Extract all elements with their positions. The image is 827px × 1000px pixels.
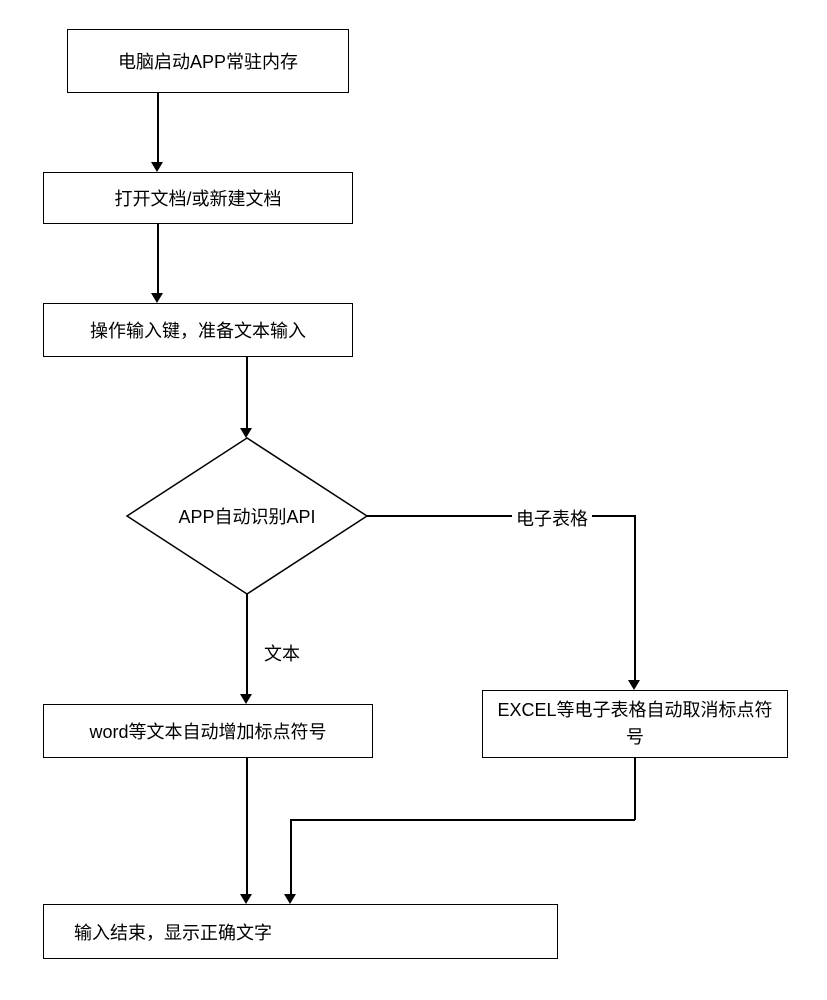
- arrowhead-diamond-box4: [240, 694, 252, 704]
- arrowhead-diamond-box5: [628, 680, 640, 690]
- arrowhead-box5-box6: [284, 894, 296, 904]
- box6-text: 输入结束，显示正确文字: [74, 919, 272, 945]
- arrowhead-box4-box6: [240, 894, 252, 904]
- arrowhead-2-3: [151, 293, 163, 303]
- arrow-diamond-right-v: [634, 515, 636, 680]
- arrow-2-3: [157, 224, 159, 293]
- arrowhead-1-2: [151, 162, 163, 172]
- diamond-svg: [0, 0, 827, 1000]
- diamond-text: APP自动识别API: [178, 503, 315, 529]
- arrow-diamond-right-h: [367, 515, 635, 517]
- flowchart-container: 电脑启动APP常驻内存 打开文档/或新建文档 操作输入键，准备文本输入 APP自…: [0, 0, 827, 1000]
- process-box-word: word等文本自动增加标点符号: [43, 704, 373, 758]
- spreadsheet-branch-label: 电子表格: [512, 505, 592, 531]
- process-box-end: 输入结束，显示正确文字: [43, 904, 558, 959]
- arrow-3-diamond: [246, 357, 248, 428]
- arrow-box5-v2: [290, 819, 292, 894]
- arrowhead-3-diamond: [240, 428, 252, 438]
- box4-text: word等文本自动增加标点符号: [89, 718, 326, 744]
- process-box-excel: EXCEL等电子表格自动取消标点符号: [482, 690, 788, 758]
- text-branch-label: 文本: [264, 640, 300, 666]
- box2-text: 打开文档/或新建文档: [114, 185, 281, 211]
- box3-text: 操作输入键，准备文本输入: [90, 317, 306, 343]
- arrow-box4-box6: [246, 758, 248, 894]
- process-box-start: 电脑启动APP常驻内存: [67, 29, 349, 93]
- arrow-1-2: [157, 93, 159, 162]
- arrow-box5-h: [290, 819, 635, 821]
- process-box-open: 打开文档/或新建文档: [43, 172, 353, 224]
- arrow-diamond-box4: [246, 594, 248, 694]
- box1-text: 电脑启动APP常驻内存: [118, 48, 298, 74]
- diamond-label-container: APP自动识别API: [127, 438, 367, 594]
- arrow-box5-v: [634, 758, 636, 820]
- box5-text: EXCEL等电子表格自动取消标点符号: [491, 697, 779, 751]
- process-box-input: 操作输入键，准备文本输入: [43, 303, 353, 357]
